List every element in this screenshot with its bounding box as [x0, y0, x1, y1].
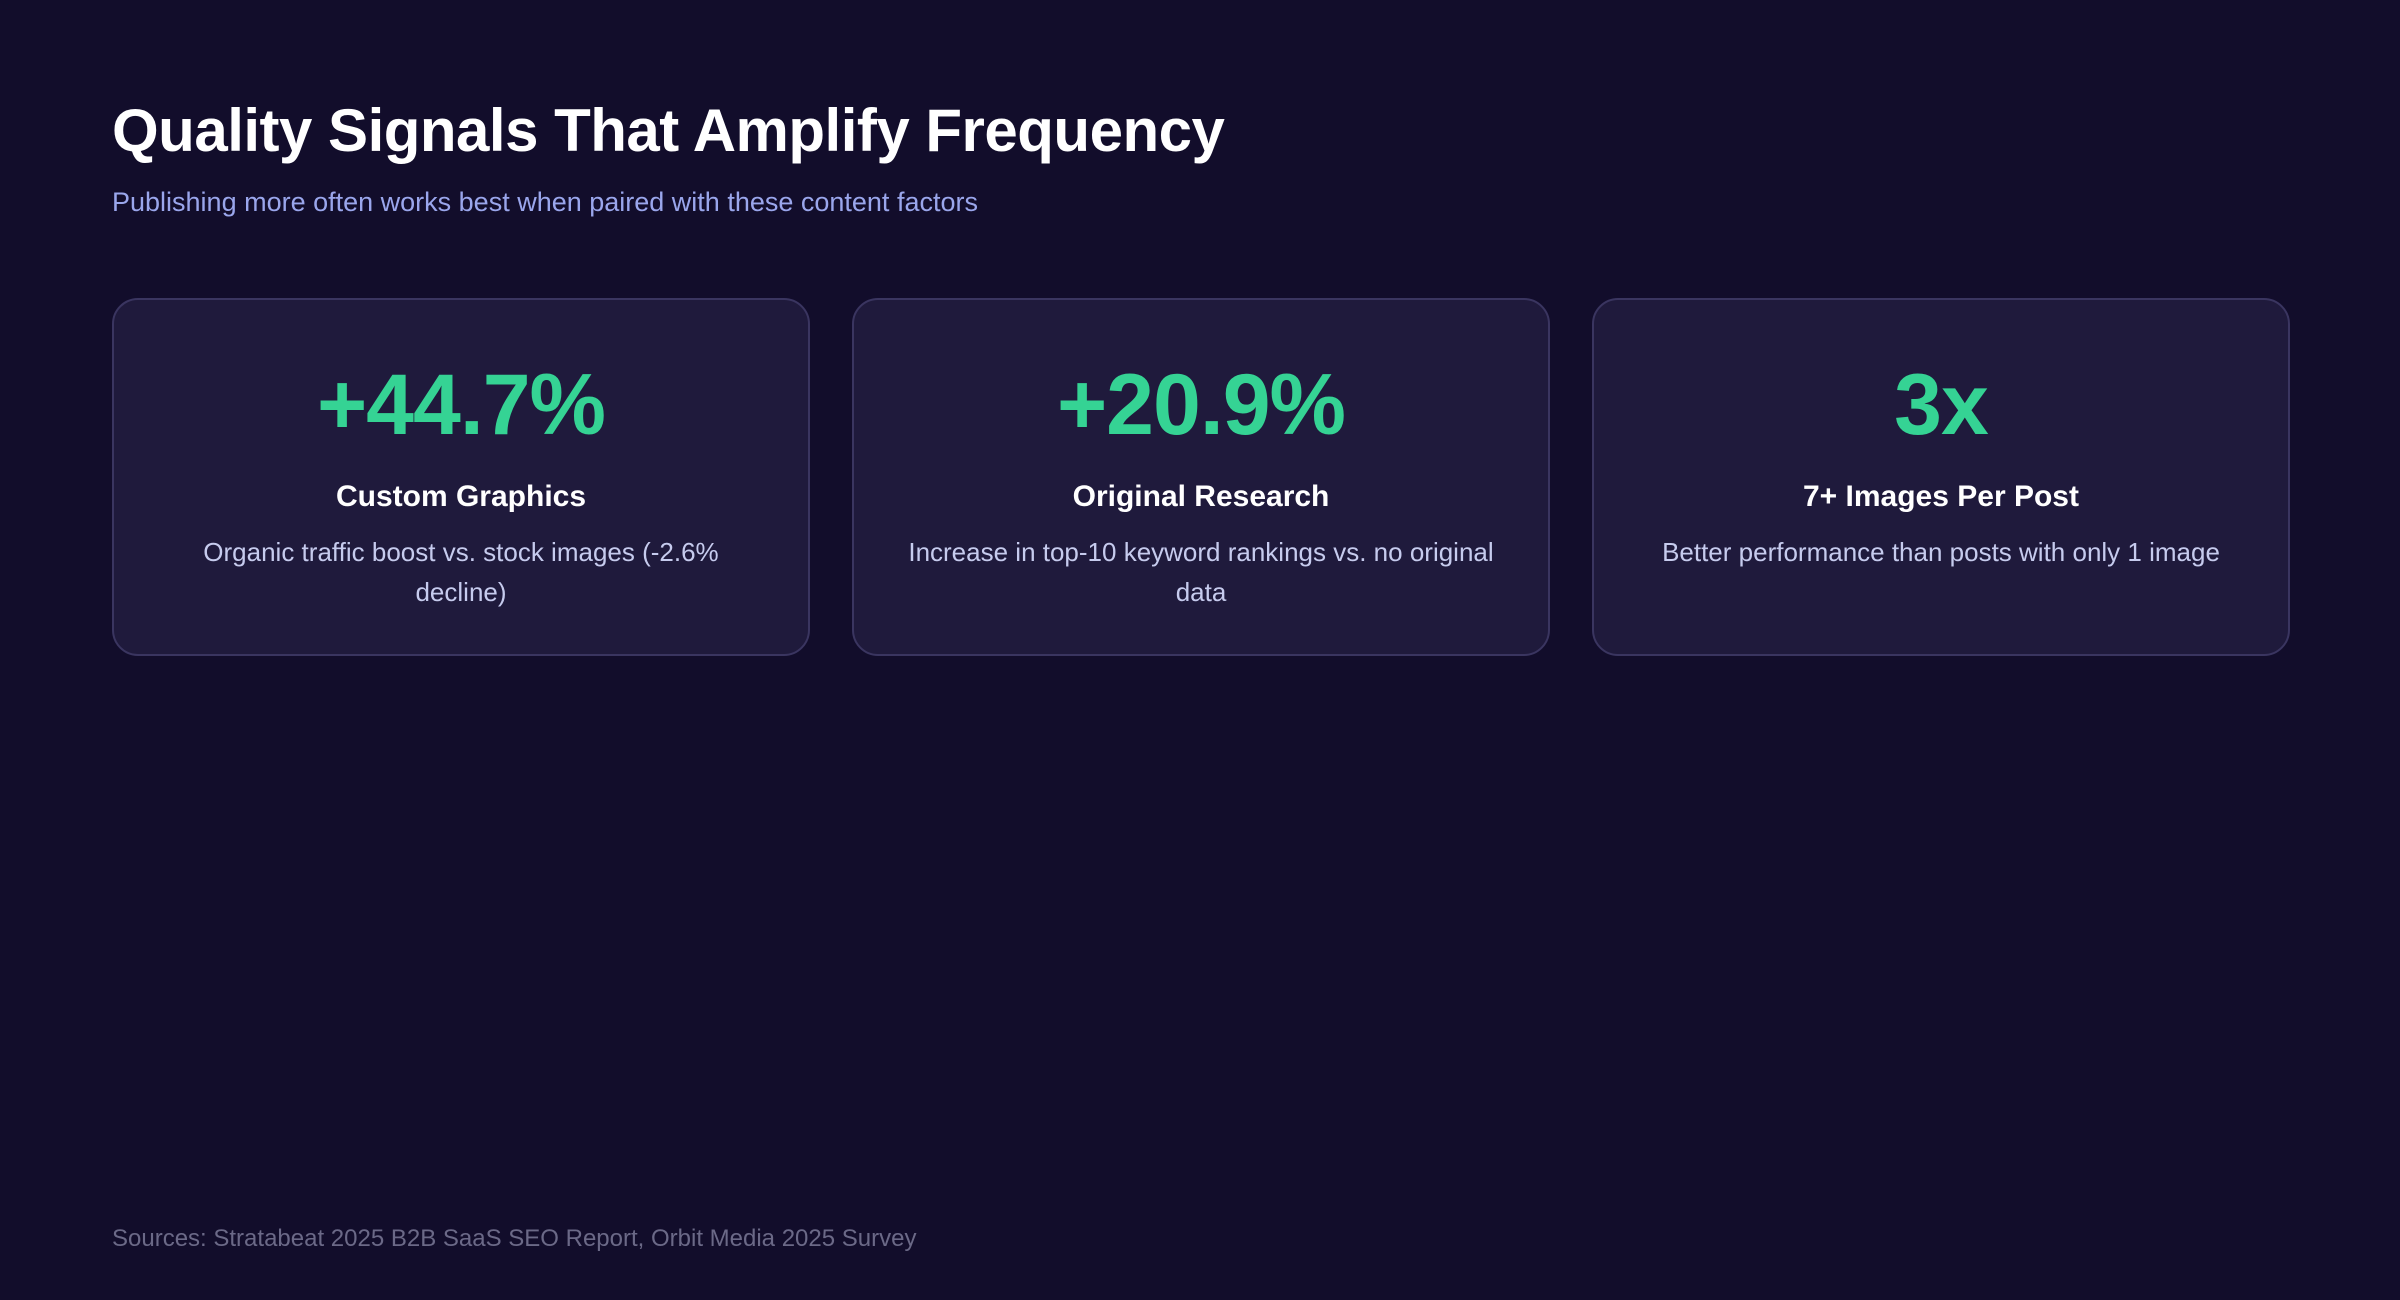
stat-value: +20.9% [1056, 357, 1346, 454]
stat-description: Better performance than posts with only … [1662, 536, 2220, 567]
sources-footnote: Sources: Stratabeat 2025 B2B SaaS SEO Re… [112, 1224, 917, 1252]
stat-value: +44.7% [316, 357, 606, 454]
stat-description: Organic traffic boost vs. stock images (… [203, 536, 719, 607]
stat-description: Increase in top-10 keyword rankings vs. … [908, 536, 1494, 607]
page-title: Quality Signals That Amplify Frequency [112, 97, 1225, 164]
page-subtitle: Publishing more often works best when pa… [112, 187, 978, 217]
stat-card-custom-graphics: +44.7% Custom Graphics Organic traffic b… [112, 298, 810, 657]
stat-cards-row: +44.7% Custom Graphics Organic traffic b… [112, 298, 2290, 657]
stat-card-original-research: +20.9% Original Research Increase in top… [852, 298, 1550, 657]
stat-value: 3x [1894, 357, 1989, 454]
stat-card-images-per-post: 3x 7+ Images Per Post Better performance… [1592, 298, 2290, 657]
stat-label: Original Research [1072, 479, 1330, 513]
stat-label: 7+ Images Per Post [1803, 479, 2079, 513]
stat-label: Custom Graphics [335, 479, 587, 513]
